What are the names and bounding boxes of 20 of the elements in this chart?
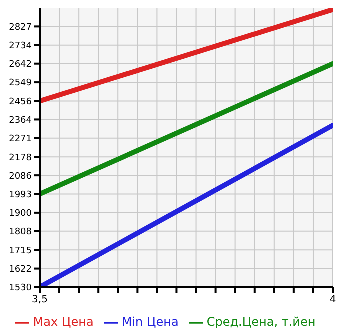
y-tick-label: 2456 (9, 97, 32, 108)
y-tick-label: 1808 (9, 228, 32, 238)
y-tick-label: 1622 (9, 264, 32, 275)
x-tick-label: 4 (330, 294, 336, 306)
y-tick-label: 1715 (9, 246, 32, 256)
legend-label: Max Цена (33, 315, 94, 330)
y-tick-label: 1993 (9, 190, 32, 200)
y-tick-label: 1900 (9, 209, 32, 220)
y-tick-label: 2827 (9, 22, 32, 33)
y-tick-label: 1530 (9, 283, 32, 294)
x-tick-label: 3,5 (32, 294, 48, 306)
legend-label: Сред.Цена, т.йен (206, 315, 316, 330)
y-tick-label: 2178 (9, 153, 32, 164)
y-tick-label: 2642 (9, 60, 32, 70)
legend-label: Min Цена (122, 315, 179, 330)
y-tick-label: 2549 (9, 78, 32, 89)
y-tick-label: 2734 (9, 42, 32, 52)
y-tick-label: 2364 (9, 116, 32, 126)
y-tick-label: 2271 (9, 134, 32, 145)
y-tick-label: 2086 (9, 172, 32, 182)
